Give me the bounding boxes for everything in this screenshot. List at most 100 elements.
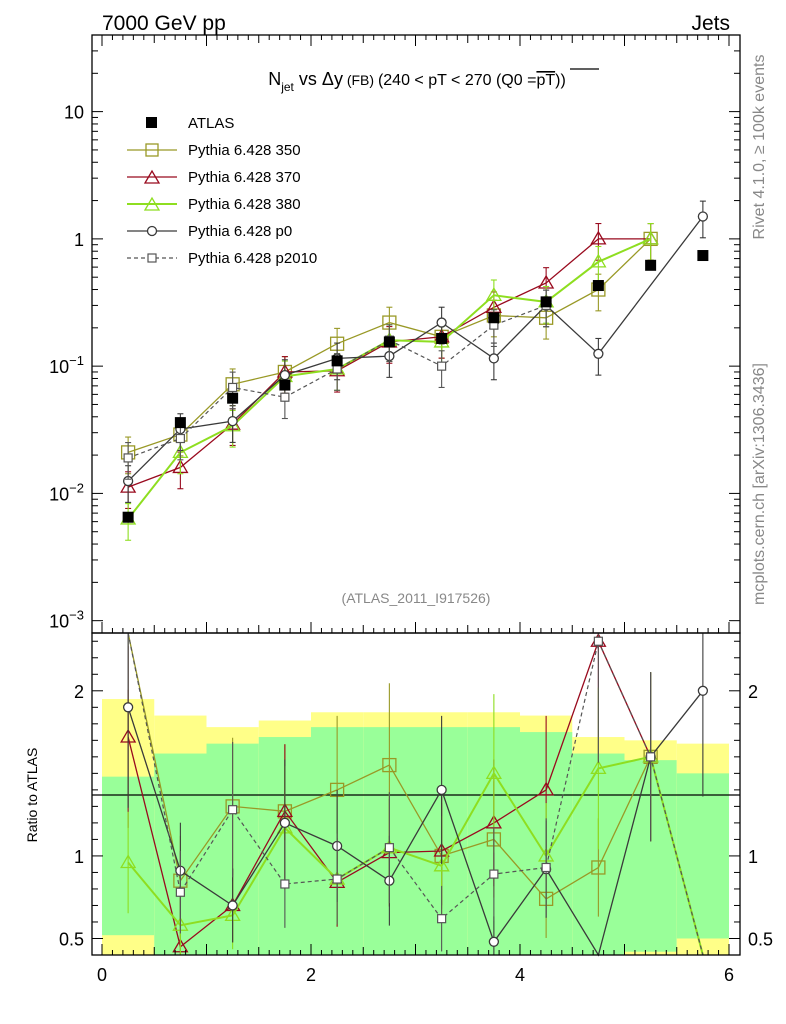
ratio-point [433, 857, 450, 872]
series-point [175, 433, 185, 444]
main-ytick-label: 1 [74, 230, 84, 250]
ratio-point [384, 843, 394, 853]
ratio-point [488, 936, 500, 947]
ratio-point [485, 765, 503, 780]
title-sub: jet [280, 80, 294, 94]
series-point [590, 230, 607, 245]
atlas-point [279, 379, 291, 391]
x-tick-label: 2 [306, 965, 316, 985]
ratio-point [119, 854, 137, 869]
x-axis-labels: 0 2 4 6 [97, 965, 734, 985]
ratio-point [382, 757, 397, 773]
plot-title: Njet vs Δy (FB) (240 < pT < 270 (Q0 =pT)… [268, 69, 566, 94]
ratio-ytick-label-left: 2 [74, 682, 84, 702]
ratio-point [593, 636, 603, 646]
legend-marker-p0 [146, 225, 158, 237]
series-point [436, 317, 447, 328]
ratio-point [436, 784, 447, 796]
ratio-line [127, 755, 704, 956]
ratio-point [332, 874, 342, 884]
mcplots-label: mcplots.cern.ch [arXiv:1306.3436] [751, 363, 768, 605]
legend-p0: Pythia 6.428 p0 [188, 223, 292, 240]
title-vs: vs [294, 69, 322, 89]
atlas-point [697, 250, 709, 262]
ratio-ytick-label-right: 1 [748, 847, 758, 867]
atlas-point [488, 312, 500, 324]
title-fb: (FB) [343, 72, 378, 88]
main-ytick-label: 10−2 [49, 480, 84, 504]
title-n: N [268, 69, 281, 89]
ratio-point [280, 879, 290, 889]
ratio-data [119, 632, 709, 957]
atlas-point [383, 336, 395, 348]
series-point [228, 382, 238, 393]
ratio-band-inner [676, 773, 729, 939]
watermark: (ATLAS_2011_I917526) [342, 590, 491, 606]
rivet-label: Rivet 4.1.0, ≥ 100k events [751, 55, 768, 240]
series-point [590, 253, 607, 268]
series-point [280, 392, 290, 402]
ratio-panel: 0.5 0.5 1 1 2 2 [59, 632, 773, 957]
ratio-point [175, 887, 185, 897]
header-left: 7000 GeV pp [102, 12, 226, 35]
atlas-point [592, 280, 604, 292]
title-close: )) [555, 72, 566, 89]
x-tick-label: 6 [724, 965, 734, 985]
ratio-ytick-label-left: 1 [74, 847, 84, 867]
series-line [127, 237, 652, 520]
x-tick-label: 0 [97, 965, 107, 985]
main-ytick-base: 1 [74, 230, 84, 250]
series-point [488, 353, 500, 364]
title-range: (240 < pT < 270 (Q0 = [378, 72, 536, 89]
series-point [697, 211, 709, 222]
ratio-point [437, 914, 447, 924]
main-ytick-label: 10−1 [49, 353, 84, 377]
legend-marker-p2010 [147, 253, 157, 263]
ratio-line [127, 632, 704, 956]
legend-350: Pythia 6.428 350 [188, 142, 301, 159]
ratio-point [537, 781, 555, 796]
atlas-point [645, 259, 657, 271]
atlas-point [122, 511, 134, 523]
ratio-point [697, 685, 709, 696]
legend-marker-380 [143, 196, 161, 211]
ratio-frame [91, 632, 741, 956]
main-ytick-base: 10 [49, 484, 69, 504]
header-right: Jets [691, 12, 730, 35]
legend-380: Pythia 6.428 380 [188, 196, 301, 213]
ratio-ytick-label-right: 2 [748, 682, 758, 702]
ratio-bands [102, 699, 729, 955]
ratio-point [646, 752, 656, 762]
legend-370: Pythia 6.428 370 [188, 169, 301, 186]
main-ytick-exp: −2 [69, 480, 84, 495]
series-point [642, 230, 659, 245]
x-tick-label: 4 [515, 965, 525, 985]
ratio-point [122, 702, 134, 713]
ratio-ylabel: Ratio to ATLAS [24, 748, 40, 843]
ratio-ticks: 0.5 0.5 1 1 2 2 [59, 640, 773, 956]
legend: ATLAS Pythia 6.428 350 Pythia 6.428 370 … [127, 115, 317, 267]
series-point [279, 369, 291, 381]
legend-marker-350 [145, 143, 159, 157]
main-ytick-base: 10 [49, 357, 69, 377]
ratio-point [541, 862, 551, 873]
title-pt: pT [536, 72, 555, 89]
atlas-point [331, 355, 343, 367]
main-data [119, 200, 709, 541]
atlas-point [174, 417, 186, 429]
series-point [437, 361, 447, 371]
legend-p2010: Pythia 6.428 p2010 [188, 250, 317, 267]
series-point [485, 287, 503, 301]
atlas-point [540, 296, 552, 308]
legend-marker-370 [143, 169, 161, 184]
main-ytick-exp: −3 [69, 608, 84, 623]
atlas-point [227, 392, 239, 404]
main-ytick-label: 10−3 [49, 608, 84, 632]
ratio-point [228, 805, 238, 815]
ratio-point [591, 860, 606, 875]
atlas-point [436, 332, 448, 344]
ratio-ytick-label-left: 0.5 [59, 929, 84, 949]
